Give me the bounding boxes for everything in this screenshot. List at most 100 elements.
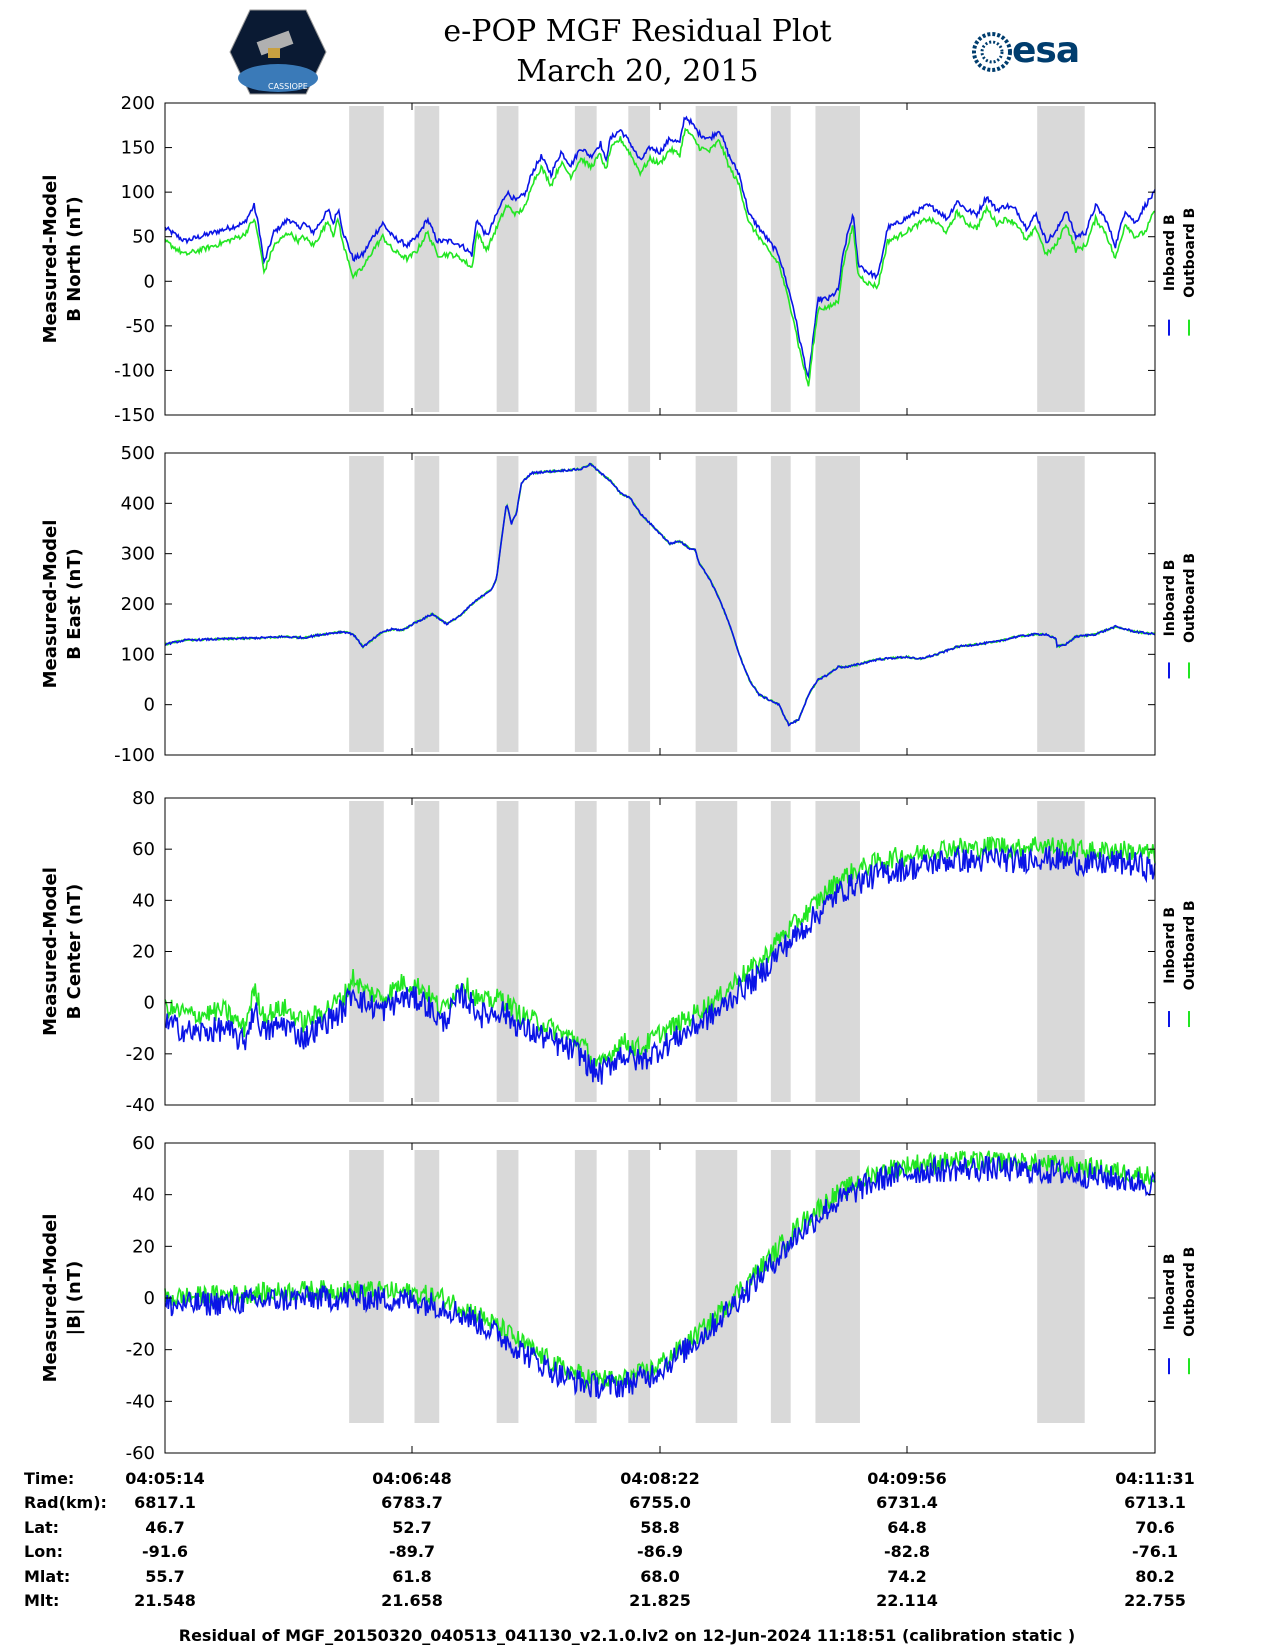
cassiope-logo-text: CASSIOPE: [268, 82, 308, 91]
legend-label: Inboard B: [1162, 560, 1178, 637]
y-axis-label: |B| (nT): [64, 1261, 85, 1336]
legend-label: Inboard B: [1162, 1253, 1178, 1330]
table-cell: -89.7: [389, 1542, 435, 1561]
shaded-interval: [770, 801, 791, 1102]
panel-2: 500 400 300 200 100 0 -100 Measured-Model B East…: [40, 443, 1198, 766]
shaded-interval: [1037, 1150, 1085, 1423]
table-cell: -82.8: [884, 1542, 930, 1561]
y-tick-label: -20: [126, 1044, 155, 1065]
y-axis-label: Measured-Model: [40, 1214, 61, 1383]
table-cell: 46.7: [145, 1518, 184, 1537]
y-tick-label: -50: [126, 316, 155, 337]
y-tick-label: -40: [126, 1391, 155, 1412]
shaded-interval: [628, 106, 651, 412]
table-cell: -76.1: [1132, 1542, 1178, 1561]
panel-4: 60 40 20 0 -20 -40 -60 Measured-Model |B| (nT) In…: [40, 1133, 1198, 1464]
y-tick-label: 0: [144, 695, 155, 716]
y-tick-label: 40: [132, 890, 155, 911]
chart-date: March 20, 2015: [516, 54, 759, 89]
shaded-interval: [815, 801, 860, 1102]
plot-frame: [164, 452, 1156, 756]
y-axis-label: B Center (nT): [64, 884, 85, 1020]
table-cell: 74.2: [887, 1567, 926, 1586]
shaded-interval: [349, 456, 384, 752]
y-tick-label: 200: [121, 93, 155, 114]
series-line-inboard-b: [164, 115, 1156, 380]
table-cell: 04:09:56: [867, 1469, 947, 1488]
y-tick-label: 150: [121, 138, 155, 159]
legend-label: Outboard B: [1182, 553, 1198, 643]
shaded-interval: [815, 456, 860, 752]
table-cell: -91.6: [142, 1542, 188, 1561]
series-line-outboard-b: [164, 127, 1156, 387]
y-tick-label: -20: [126, 1340, 155, 1361]
shaded-interval: [815, 106, 860, 412]
table-row-label: Rad(km):: [24, 1493, 107, 1512]
shaded-interval: [496, 1150, 519, 1423]
footer-caption: Residual of MGF_20150320_040513_041130_v…: [179, 1626, 1075, 1645]
table-cell: 70.6: [1135, 1518, 1174, 1537]
y-tick-label: -100: [114, 745, 155, 766]
shaded-interval: [1037, 106, 1085, 412]
shaded-interval: [574, 456, 597, 752]
shaded-interval: [770, 106, 791, 412]
y-tick-label: 60: [132, 839, 155, 860]
y-tick-label: 400: [121, 493, 155, 514]
panel-1: 200 150 100 50 0 -50 -100 -150 Measured-Model B N…: [40, 93, 1198, 426]
legend-label: Inboard B: [1162, 214, 1178, 291]
y-axis-label: Measured-Model: [40, 867, 61, 1036]
table-cell: 6817.1: [134, 1493, 196, 1512]
series-line-outboard-b: [164, 462, 1156, 726]
table-row-label: Time:: [24, 1469, 74, 1488]
shaded-interval: [496, 456, 519, 752]
plot-frame: [164, 797, 1156, 1106]
y-axis-label: Measured-Model: [40, 175, 61, 344]
y-tick-label: 200: [121, 594, 155, 615]
y-tick-label: 0: [144, 993, 155, 1014]
shaded-interval: [496, 106, 519, 412]
shaded-interval: [574, 1150, 597, 1423]
table-cell: 6731.4: [876, 1493, 938, 1512]
series-line-inboard-b: [164, 845, 1156, 1085]
table-cell: 6783.7: [381, 1493, 443, 1512]
y-tick-label: 500: [121, 443, 155, 464]
legend-label: Outboard B: [1182, 208, 1198, 298]
y-tick-label: -100: [114, 360, 155, 381]
table-row-label: Lon:: [24, 1542, 63, 1561]
table-cell: 6713.1: [1124, 1493, 1186, 1512]
shaded-interval: [628, 801, 651, 1102]
table-cell: 21.825: [629, 1591, 691, 1610]
esa-logo: esa: [1012, 30, 1080, 71]
y-tick-label: -60: [126, 1443, 155, 1464]
table-row-label: Lat:: [24, 1518, 59, 1537]
table-cell: 21.658: [381, 1591, 443, 1610]
orbit-info-table: Time: Rad(km): Lat: Lon: Mlat: Mlt: 04:05:14 68…: [24, 1469, 1195, 1610]
table-cell: 04:11:31: [1115, 1469, 1195, 1488]
shaded-interval: [414, 456, 440, 752]
table-cell: 58.8: [640, 1518, 679, 1537]
shaded-interval: [628, 1150, 651, 1423]
panel-3: 80 60 40 20 0 -20 -40 Measured-Model B Center (n…: [40, 788, 1198, 1116]
y-axis-label: Measured-Model: [40, 520, 61, 689]
plot-frame: [164, 102, 1156, 416]
esa-logo-mark: [972, 32, 1012, 72]
table-cell: 80.2: [1135, 1567, 1174, 1586]
series-line-outboard-b: [164, 1149, 1156, 1390]
shaded-interval: [414, 1150, 440, 1423]
y-tick-label: 60: [132, 1133, 155, 1154]
y-tick-label: 50: [132, 227, 155, 248]
shaded-interval: [1037, 456, 1085, 752]
table-cell: 55.7: [145, 1567, 184, 1586]
shaded-interval: [628, 456, 651, 752]
table-cell: 52.7: [392, 1518, 431, 1537]
table-cell: 22.114: [876, 1591, 938, 1610]
legend-label: Outboard B: [1182, 1247, 1198, 1337]
table-cell: 6755.0: [629, 1493, 691, 1512]
y-tick-label: 20: [132, 942, 155, 963]
y-tick-label: 0: [144, 271, 155, 292]
y-tick-label: 300: [121, 544, 155, 565]
table-cell: 04:08:22: [620, 1469, 700, 1488]
table-cell: 64.8: [887, 1518, 926, 1537]
shaded-interval: [815, 1150, 860, 1423]
